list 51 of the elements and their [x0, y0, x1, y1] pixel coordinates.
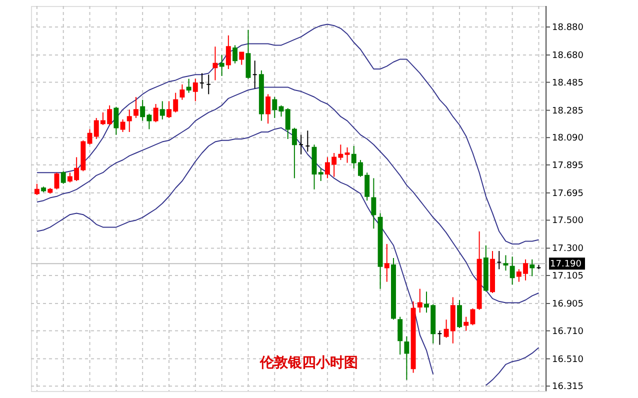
candlestick: [503, 254, 508, 272]
y-tick-label: 16.710: [552, 326, 584, 337]
candlestick: [404, 336, 410, 380]
candlestick: [34, 183, 40, 196]
line-series: [36, 86, 540, 304]
candlestick: [226, 34, 231, 70]
candlestick: [186, 78, 192, 94]
y-tick-label: 17.300: [552, 244, 584, 254]
candlestick: [398, 316, 403, 356]
y-tick-label: 18.880: [552, 23, 584, 33]
candlestick: [126, 109, 132, 132]
candlestick: [457, 300, 462, 328]
candlestick: [114, 106, 119, 136]
candlestick: [134, 96, 138, 118]
candlestick: [87, 128, 92, 146]
candlestick: [266, 94, 271, 124]
candlestick: [246, 29, 251, 80]
candlestick: [212, 46, 218, 81]
candlestick: [160, 100, 165, 120]
candlestick: [530, 258, 535, 277]
candlestick: [180, 84, 185, 100]
candlestick: [510, 256, 515, 286]
y-tick-label: 16.315: [552, 382, 584, 392]
candlestick: [60, 170, 66, 184]
ref-line-label: 17.190: [550, 260, 582, 270]
candlestick: [384, 244, 390, 282]
y-tick-label: 18.680: [552, 51, 584, 61]
candlestick: [344, 146, 350, 164]
y-tick-label: 17.895: [552, 160, 584, 171]
candlestick: [272, 96, 278, 118]
candlestick: [54, 172, 60, 190]
candlestick: [232, 44, 238, 64]
candlestick: [318, 168, 324, 182]
y-tick-label: 17.105: [552, 272, 584, 282]
candlestick: [192, 78, 198, 102]
text: 伦敦银四小时图: [259, 354, 358, 371]
candlestick: [120, 118, 126, 132]
candlestick: [371, 178, 376, 230]
y-tick-label: 18.485: [552, 78, 584, 88]
candlestick: [153, 104, 158, 123]
y-tick-label: 17.500: [552, 216, 584, 226]
y-tick-label: 17.695: [552, 188, 584, 199]
y-tick-label: 16.905: [552, 300, 584, 310]
line-series: [36, 24, 540, 244]
y-tick-label: 18.285: [552, 106, 584, 116]
candlestick: [417, 288, 422, 314]
candlestick: [219, 54, 224, 76]
y-tick-label: 16.510: [552, 354, 584, 365]
y-tick-label: 18.090: [552, 134, 584, 144]
candlestick: [239, 52, 244, 66]
candlestick: [278, 104, 284, 118]
